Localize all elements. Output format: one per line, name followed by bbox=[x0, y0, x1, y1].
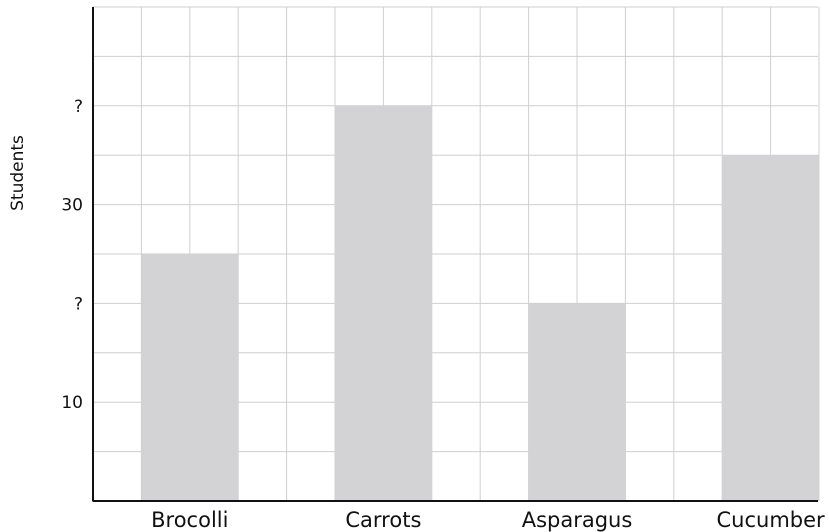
y-tick-label: ? bbox=[74, 97, 83, 117]
y-tick-label: 30 bbox=[61, 196, 83, 216]
y-tick-labels: 10? 30? bbox=[61, 97, 83, 413]
x-category-label: Carrots bbox=[345, 508, 421, 532]
x-category-label: Brocolli bbox=[151, 508, 228, 532]
bar-cucumber bbox=[722, 155, 819, 501]
x-category-label: Cucumber bbox=[717, 508, 826, 532]
axes bbox=[92, 7, 818, 502]
x-category-label: Asparagus bbox=[522, 508, 633, 532]
y-tick-label: ? bbox=[74, 294, 83, 314]
x-category-labels: Brocolli Carrots Asparagus Cucumber bbox=[151, 508, 825, 532]
bar-brocolli bbox=[141, 254, 239, 501]
y-tick-label: 10 bbox=[61, 393, 83, 413]
y-axis-label: Students bbox=[8, 135, 28, 211]
bars bbox=[141, 105, 819, 502]
bar-asparagus bbox=[528, 303, 626, 501]
bar-carrots bbox=[335, 105, 432, 502]
